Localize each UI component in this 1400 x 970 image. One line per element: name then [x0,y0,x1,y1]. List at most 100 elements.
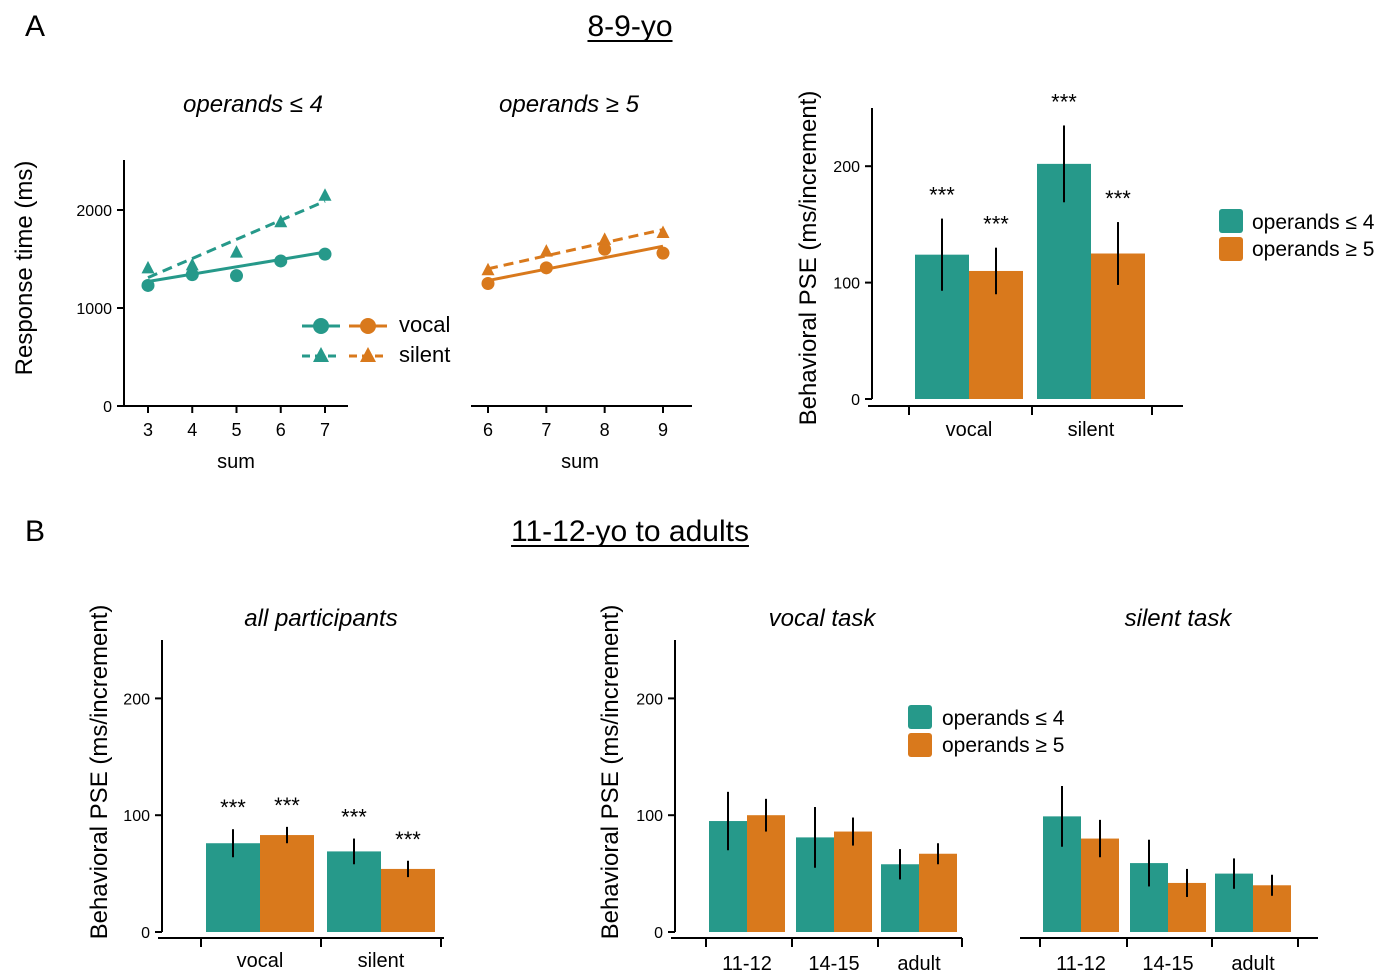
y-tick-label: 100 [123,808,150,825]
x-tick-label: silent [1068,419,1115,441]
y-tick-label: 100 [833,276,860,293]
chart-title: operands ≤ 4 [183,91,323,118]
panel-b-letter: B [25,515,45,548]
bar-legend-b: operands ≤ 4 operands ≥ 5 [908,705,1065,757]
y-axis-label: Behavioral PSE (ms/increment) [597,605,624,940]
significance-label: *** [274,793,300,818]
x-tick-label: 14-15 [1142,953,1193,970]
legend-swatch-small [908,705,932,729]
panel-a-title: 8-9-yo [587,10,672,43]
legend-silent-teal-marker [313,347,329,362]
x-tick-label: 8 [600,420,610,440]
legend-label-small: operands ≤ 4 [942,707,1065,730]
panel-b-title: 11-12-yo to adults [511,515,749,548]
significance-label: *** [929,183,955,208]
x-tick-label: 6 [483,420,493,440]
point-silent [539,244,553,257]
chart-line-small-operands: operands ≤ 4 Response time (ms) sum 0 100… [11,91,348,473]
significance-label: *** [983,212,1009,237]
chart-title: all participants [244,605,397,632]
x-tick-label: 9 [658,420,668,440]
x-tick-label: 3 [143,420,153,440]
legend-swatch-large [1219,237,1243,261]
legend-swatch-small [1219,209,1243,233]
bar [381,868,435,932]
significance-label: *** [1051,89,1077,114]
x-tick-label: 14-15 [808,953,859,970]
y-axis-label: Behavioral PSE (ms/increment) [86,605,113,940]
bar [327,851,381,932]
legend-label-large: operands ≥ 5 [1252,238,1374,261]
x-tick-label: adult [897,953,941,970]
fit-line-silent [487,228,664,271]
point-silent [274,214,288,228]
x-axis-label: sum [217,451,255,473]
x-tick-label: 6 [276,420,286,440]
y-tick-label: 2000 [76,203,112,220]
y-axis-label: Behavioral PSE (ms/increment) [795,91,822,426]
chart-bar-vocal-task: vocal task Behavioral PSE (ms/increment)… [597,605,963,970]
significance-label: *** [220,795,246,820]
point-vocal [539,261,553,275]
y-tick-label: 1000 [76,301,112,318]
fit-line-vocal [147,250,326,284]
point-vocal [274,254,288,268]
fit-line-vocal [487,244,664,283]
bar-legend-a: operands ≤ 4 operands ≥ 5 [1219,209,1375,261]
chart-bar-8-9yo: Behavioral PSE (ms/increment) 0 100 200 voc… [795,89,1183,441]
y-tick-label: 0 [103,399,112,416]
chart-bar-silent-task: silent task 11-12 14-15 adult [1020,605,1318,970]
bar [206,843,260,932]
x-tick-label: adult [1231,953,1275,970]
chart-line-large-operands: operands ≥ 5 sum 6 7 8 9 [471,91,692,473]
bar [919,853,957,932]
fit-line-silent [147,199,326,279]
bar [747,815,785,932]
point-silent [481,262,495,276]
y-tick-label: 0 [654,925,663,942]
x-axis-label: sum [561,451,599,473]
bar [834,831,872,932]
significance-label: *** [1105,186,1131,211]
y-tick-label: 200 [636,691,663,708]
legend-vocal-orange-marker [360,318,376,334]
y-tick-label: 200 [123,691,150,708]
x-tick-label: 11-12 [722,953,772,970]
chart-title: operands ≥ 5 [499,91,640,118]
point-silent [185,257,199,271]
point-vocal [318,247,332,261]
x-tick-label: silent [358,950,405,970]
point-silent [318,188,332,201]
legend-vocal-label: vocal [399,312,450,337]
y-axis-label: Response time (ms) [11,161,38,376]
y-tick-label: 100 [636,808,663,825]
x-tick-label: vocal [946,419,993,441]
point-silent [598,232,612,245]
x-tick-label: 5 [231,420,241,440]
point-vocal [230,269,243,283]
legend-swatch-large [908,733,932,757]
point-vocal [185,268,199,282]
y-tick-label: 0 [851,392,860,409]
x-tick-label: 11-12 [1056,953,1106,970]
chart-title: silent task [1125,605,1234,632]
point-vocal [141,278,155,292]
legend-label-large: operands ≥ 5 [942,734,1064,757]
line-legend: vocal silent [302,312,450,367]
chart-bar-all-participants: all participants Behavioral PSE (ms/incr… [86,605,444,970]
legend-vocal-teal-marker [313,318,329,334]
point-vocal [481,277,495,290]
y-tick-label: 200 [833,159,860,176]
legend-silent-label: silent [399,342,450,367]
point-silent [656,225,670,239]
legend-silent-orange-marker [360,347,376,362]
point-vocal [656,246,670,260]
point-silent [230,245,243,258]
x-tick-label: vocal [237,950,284,970]
y-tick-label: 0 [141,925,150,942]
x-tick-label: 7 [320,420,330,440]
chart-title: vocal task [769,605,878,632]
significance-label: *** [341,805,367,830]
x-tick-label: 4 [187,420,197,440]
